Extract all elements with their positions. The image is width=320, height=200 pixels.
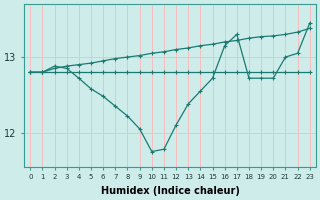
- X-axis label: Humidex (Indice chaleur): Humidex (Indice chaleur): [100, 186, 239, 196]
